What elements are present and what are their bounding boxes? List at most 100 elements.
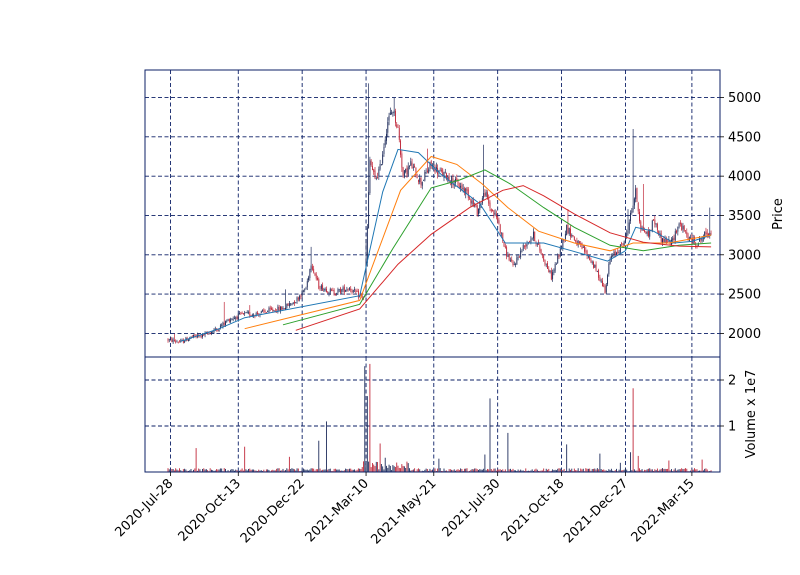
candle — [294, 300, 295, 307]
volume-bar — [223, 468, 225, 472]
volume-bar — [417, 468, 419, 472]
candle — [493, 210, 495, 219]
volume-bar — [492, 470, 494, 472]
volume-bar — [469, 470, 471, 472]
candle-body — [170, 338, 172, 340]
volume-bar — [593, 468, 594, 472]
candle-body — [286, 303, 288, 308]
candle-body — [630, 213, 632, 222]
volume-bar — [348, 468, 350, 472]
volume-bar — [466, 468, 468, 472]
candle-body — [264, 311, 266, 313]
price-panel: 2000 2500 3000 3500 4000 4500 5000 — [144, 69, 761, 358]
volume-bar — [216, 469, 218, 472]
volume-bar — [575, 470, 577, 472]
candle-body — [426, 170, 428, 173]
volume-bar — [391, 469, 393, 472]
volume-bar — [612, 470, 614, 472]
candle-body — [506, 247, 508, 257]
candle — [594, 264, 596, 268]
candle-body — [483, 192, 485, 198]
candle — [397, 124, 399, 128]
volume-bar — [497, 469, 499, 472]
candle — [288, 301, 290, 308]
candle-body — [552, 272, 554, 279]
volume-bar — [259, 470, 261, 472]
volume-bar — [568, 468, 570, 472]
candle — [555, 262, 557, 265]
candle-body — [609, 258, 611, 265]
candle-body — [636, 187, 638, 203]
candle-body — [207, 332, 209, 334]
candle — [267, 310, 269, 313]
price-tick-label: 3000 — [728, 248, 761, 263]
candle-body — [299, 295, 301, 300]
candle-body — [304, 289, 306, 291]
volume-bar — [616, 468, 617, 472]
candle-body — [570, 228, 571, 237]
volume-bar — [647, 468, 649, 472]
candle — [340, 286, 341, 294]
x-tick-label: 2022-Mar-15 — [629, 476, 698, 545]
candle — [578, 240, 580, 244]
candle-body — [656, 223, 658, 231]
volume-bar — [332, 470, 334, 472]
volume-bar — [311, 468, 313, 472]
candle-body — [448, 176, 450, 181]
volume-bar — [210, 469, 212, 472]
volume-bar — [610, 468, 612, 472]
candle — [704, 231, 706, 240]
candle-body — [693, 237, 695, 242]
volume-bar — [380, 464, 382, 472]
candle-body — [336, 293, 338, 295]
candle-body — [356, 291, 358, 293]
candle — [173, 333, 175, 342]
volume-bar — [685, 468, 686, 472]
volume-bar — [693, 468, 695, 472]
volume-bar — [334, 468, 336, 472]
candle-body — [300, 295, 302, 297]
candle-body — [302, 290, 304, 292]
volume-bar — [690, 470, 692, 472]
volume-bar — [209, 468, 211, 472]
candle-body — [348, 288, 350, 290]
volume-bar — [580, 468, 582, 472]
candle — [286, 303, 288, 310]
volume-bar — [636, 470, 638, 472]
candle — [393, 97, 395, 117]
candle — [656, 222, 658, 234]
volume-bar — [646, 469, 648, 472]
volume-bar — [679, 469, 681, 472]
volume-bar — [603, 469, 605, 472]
candle-body — [683, 226, 685, 232]
volume-bar — [658, 470, 660, 472]
volume-bar — [306, 469, 308, 472]
candle-body — [246, 312, 248, 314]
candle — [246, 310, 248, 314]
candle-body — [508, 254, 510, 261]
candle-body — [608, 264, 610, 275]
candle-body — [352, 289, 354, 293]
candle — [290, 303, 292, 306]
candle — [260, 310, 262, 314]
candle — [539, 242, 541, 253]
volume-bar — [622, 470, 624, 472]
volume-bar — [561, 469, 563, 472]
candle — [244, 310, 246, 317]
candle — [333, 288, 335, 296]
candle-body — [176, 341, 178, 343]
candle-body — [419, 178, 421, 183]
candle — [677, 226, 679, 236]
candle — [524, 245, 525, 249]
candle-body — [586, 250, 588, 256]
volume-bar — [394, 466, 396, 472]
volume-bar — [434, 468, 436, 472]
candle-body — [167, 339, 169, 341]
candle-body — [685, 230, 686, 232]
volume-bar — [180, 470, 182, 472]
candle — [497, 215, 499, 224]
candle-body — [168, 339, 170, 341]
volume-bar — [522, 470, 524, 472]
candle — [603, 282, 605, 288]
volume-bar — [392, 464, 394, 472]
